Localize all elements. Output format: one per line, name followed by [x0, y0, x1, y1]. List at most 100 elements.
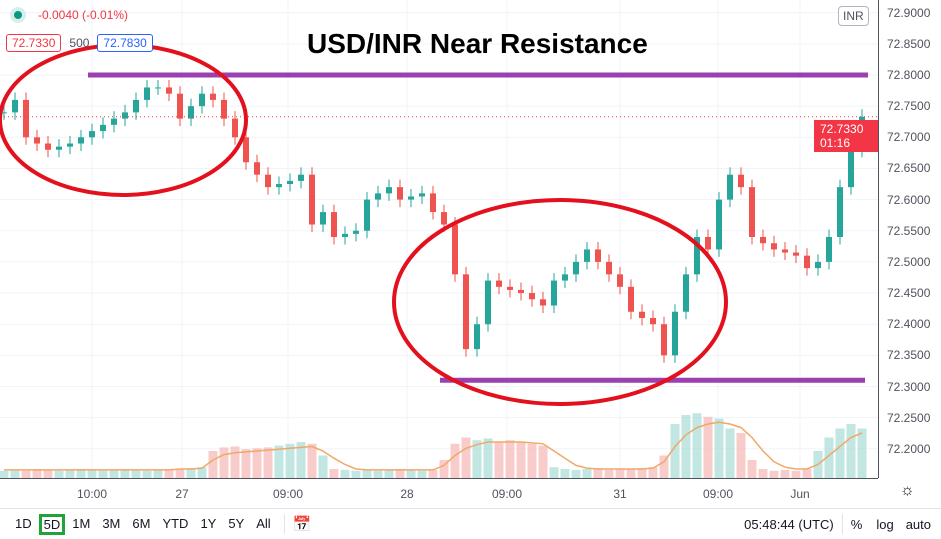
volume-bar: [307, 443, 317, 478]
range-1y[interactable]: 1Y: [200, 515, 217, 531]
range-buttons: 1D 5D 1M 3M 6M YTD 1Y 5Y All: [10, 513, 276, 535]
price-axis[interactable]: 72.9000 72.8500 72.8000 72.7500 72.7000 72.65…: [878, 0, 941, 478]
y-tick-label: 72.4500: [887, 286, 931, 301]
volume-bar: [384, 469, 394, 478]
volume-bar: [241, 449, 251, 478]
bar-countdown: 01:16: [820, 136, 851, 150]
price-chart[interactable]: [0, 0, 878, 478]
goto-date-icon[interactable]: 📅: [292, 516, 312, 533]
volume-bar: [615, 469, 625, 478]
x-tick-label: 27: [175, 487, 189, 501]
x-tick-label: 09:00: [272, 487, 304, 501]
y-tick-label: 72.5500: [887, 223, 931, 238]
candle: [298, 174, 304, 181]
candle: [782, 249, 788, 253]
volume-bar: [340, 469, 350, 478]
range-1d[interactable]: 1D: [15, 515, 32, 531]
volume-bar: [703, 416, 713, 478]
candle: [496, 280, 502, 287]
candle: [749, 187, 755, 237]
last-price-label: 72.7330 01:16: [814, 120, 878, 152]
y-tick-label: 72.8000: [887, 68, 931, 82]
candle: [760, 236, 766, 244]
range-1m[interactable]: 1M: [72, 515, 91, 531]
buy-price-button[interactable]: 72.7830: [97, 34, 153, 52]
range-ytd[interactable]: YTD: [162, 515, 189, 531]
volume-bar: [98, 470, 108, 478]
volume-bar: [571, 469, 581, 478]
y-tick-label: 72.3000: [887, 379, 931, 394]
volume-bar: [87, 469, 97, 478]
volume-bar: [780, 469, 790, 478]
range-all[interactable]: All: [256, 515, 271, 531]
candle: [474, 324, 480, 350]
candle: [133, 99, 139, 113]
time-axis[interactable]: 10:00 27 09:00 28 09:00 31 09:00 Jun: [0, 478, 878, 509]
volume-bar: [109, 469, 119, 478]
volume-bar: [637, 468, 647, 478]
range-6m[interactable]: 6M: [132, 515, 151, 531]
candle: [309, 174, 315, 225]
volume-bar: [54, 470, 64, 478]
candle: [144, 87, 150, 100]
sell-price-button[interactable]: 72.7330: [6, 34, 62, 52]
candle: [12, 99, 18, 113]
currency-badge[interactable]: INR: [838, 6, 869, 26]
highlight-ellipse: [0, 43, 248, 197]
volume-bar: [175, 469, 185, 478]
volume-bar: [417, 470, 427, 478]
volume-bar: [142, 470, 152, 478]
volume-bar: [846, 424, 856, 478]
settings-icon[interactable]: ☼: [900, 482, 915, 499]
volume-bar: [681, 415, 691, 478]
volume-bar: [285, 443, 295, 478]
volume-bar: [527, 443, 537, 478]
candle: [122, 112, 128, 119]
candle: [672, 311, 678, 356]
volume-bar: [21, 470, 31, 478]
x-tick-label: 10:00: [76, 487, 108, 501]
candle: [1, 112, 7, 114]
candle: [364, 199, 370, 231]
volume-bar: [120, 469, 130, 478]
range-5y[interactable]: 5Y: [228, 515, 245, 531]
log-toggle[interactable]: log: [876, 516, 894, 532]
volume-bar: [131, 469, 141, 478]
volume-bar: [769, 470, 779, 478]
candle: [353, 230, 359, 234]
volume-bar: [439, 460, 449, 478]
y-tick-label: 72.5000: [887, 254, 931, 269]
volume-bar: [582, 469, 592, 478]
candle: [518, 289, 524, 294]
candle: [78, 137, 84, 144]
auto-toggle[interactable]: auto: [905, 516, 931, 532]
volume-bar: [472, 440, 482, 478]
volume-bar: [505, 440, 515, 478]
candle: [386, 187, 392, 194]
candle: [67, 143, 73, 147]
clock[interactable]: 05:48:44 (UTC): [744, 516, 834, 532]
candle: [837, 187, 843, 237]
market-status-icon: [14, 11, 22, 19]
x-tick-label: 31: [613, 487, 627, 501]
candle: [804, 255, 810, 269]
candle: [243, 137, 249, 163]
volume-bar: [373, 470, 383, 478]
candle: [34, 137, 40, 144]
candle: [342, 233, 348, 237]
candle: [111, 118, 117, 125]
volume-bar: [428, 469, 438, 478]
candle: [606, 261, 612, 275]
price-change: -0.0040 (-0.01%): [38, 8, 129, 22]
y-tick-label: 72.2000: [887, 441, 931, 456]
y-tick-label: 72.4000: [887, 317, 931, 332]
range-3m[interactable]: 3M: [102, 515, 121, 531]
volume-bar: [483, 438, 493, 478]
range-5d[interactable]: 5D: [38, 513, 66, 535]
percent-toggle[interactable]: %: [850, 516, 863, 532]
candle: [683, 274, 689, 312]
candle: [705, 236, 711, 250]
candle: [694, 236, 700, 275]
candle: [331, 212, 337, 237]
candle: [441, 212, 447, 225]
